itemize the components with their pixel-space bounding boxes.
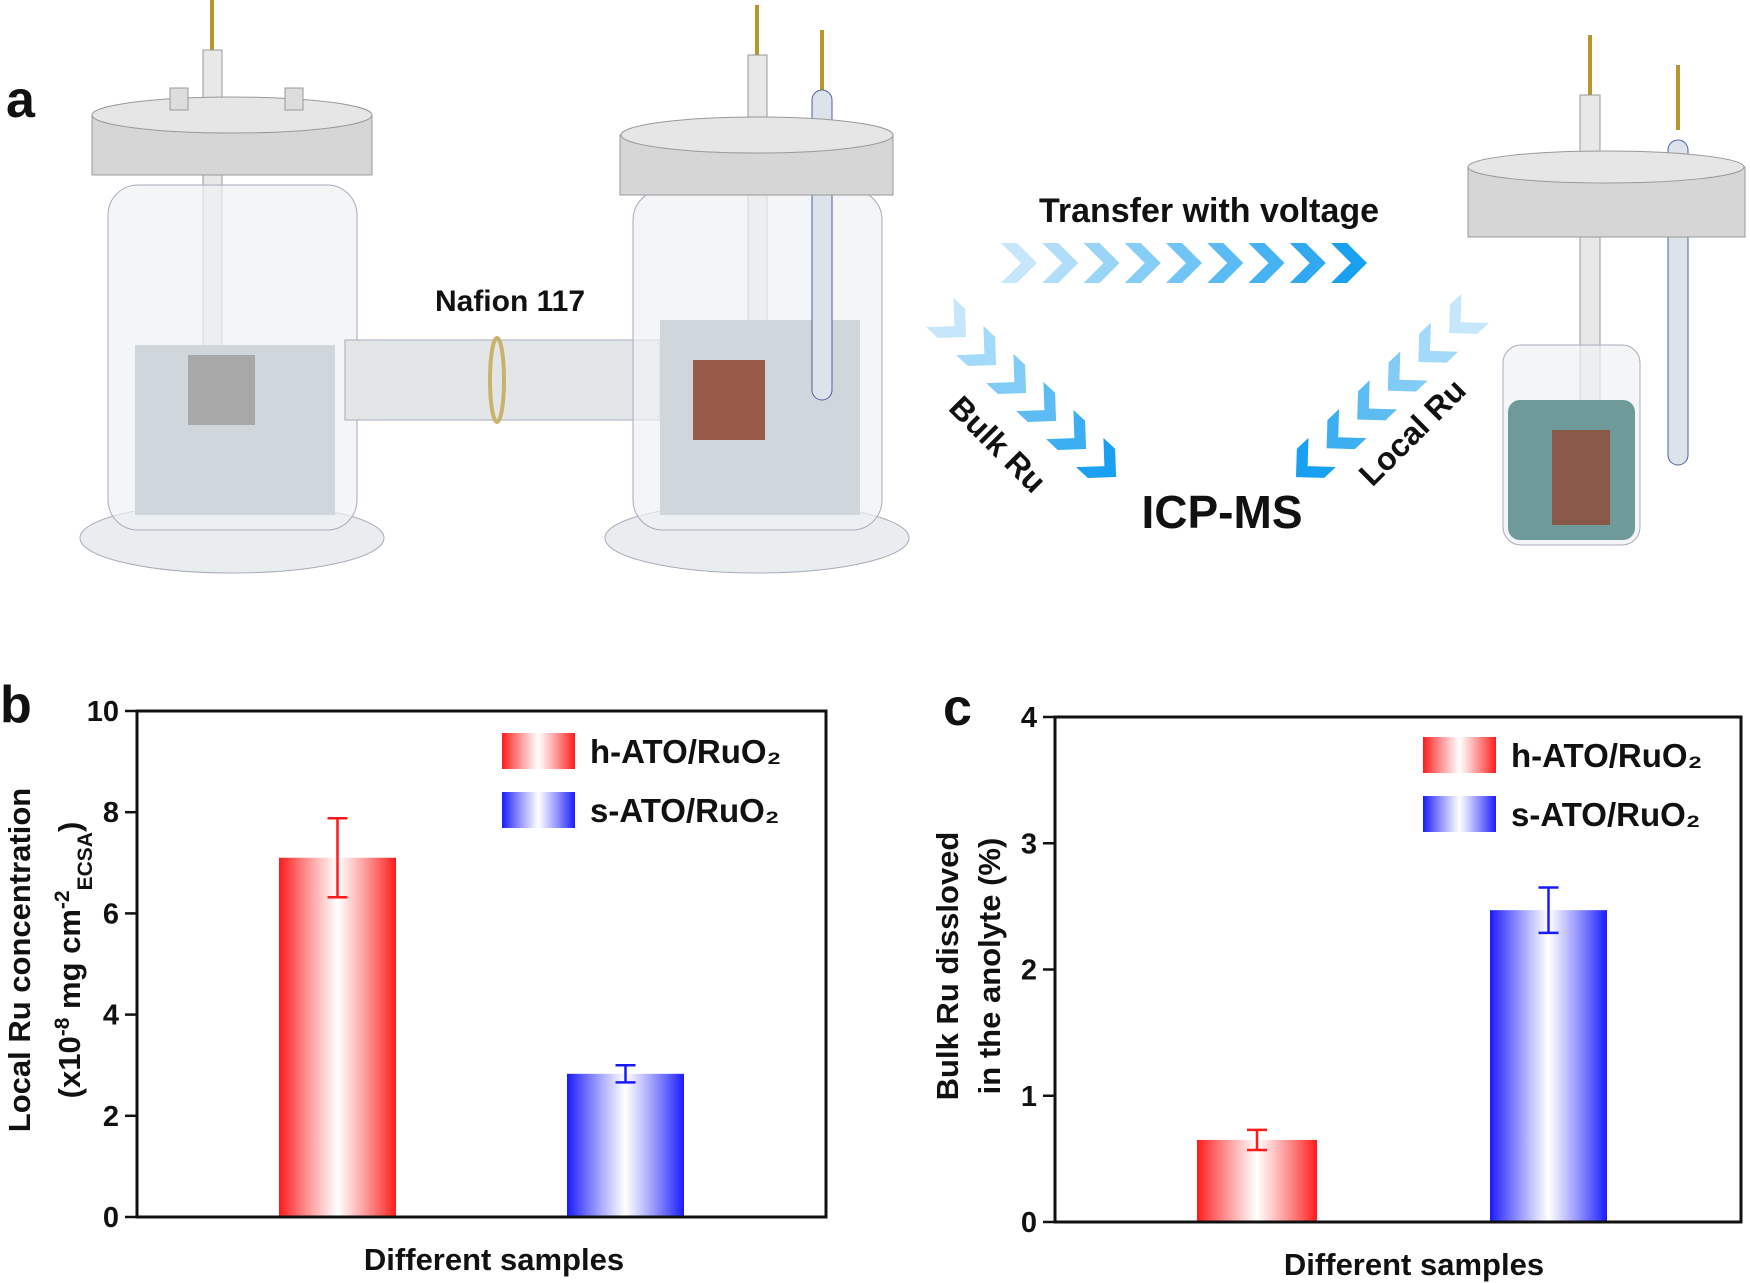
chevron bbox=[1001, 243, 1037, 283]
legend-label: h-ATO/RuO₂ bbox=[1511, 737, 1702, 774]
y-axis-label-part: ) bbox=[52, 822, 87, 832]
analysis-label: ICP-MS bbox=[1142, 486, 1303, 538]
membrane-label: Nafion 117 bbox=[435, 285, 585, 318]
legend-swatch bbox=[502, 733, 575, 769]
panel-label: a bbox=[6, 71, 36, 129]
chevron bbox=[1387, 351, 1428, 392]
y-tick-label: 0 bbox=[103, 1202, 119, 1234]
bar bbox=[1197, 1139, 1317, 1222]
error-bar bbox=[1538, 886, 1559, 935]
error-bar bbox=[327, 817, 348, 899]
legend-swatch bbox=[1423, 737, 1496, 773]
port bbox=[169, 87, 189, 111]
lid-top bbox=[91, 96, 373, 134]
chevron bbox=[1207, 243, 1244, 283]
electrode bbox=[693, 360, 765, 440]
chevron bbox=[956, 325, 997, 366]
y-axis-label: Local Ru concentration bbox=[2, 788, 37, 1132]
y-axis-label-part: Bulk Ru dissloved bbox=[930, 832, 965, 1101]
lid-top bbox=[620, 116, 894, 154]
y-axis-label: in the anolyte (%) bbox=[972, 838, 1007, 1095]
membrane bbox=[488, 336, 506, 424]
x-axis-label: Different samples bbox=[1284, 1247, 1544, 1282]
legend-label: h-ATO/RuO₂ bbox=[590, 733, 781, 770]
chevron bbox=[1046, 409, 1087, 450]
electrode bbox=[1552, 430, 1610, 525]
y-tick-label: 1 bbox=[1021, 1081, 1037, 1113]
legend-label: s-ATO/RuO₂ bbox=[1511, 796, 1700, 833]
diagram: a Nafion 117 Tran bbox=[6, 0, 1746, 574]
bar bbox=[279, 857, 396, 1217]
chevron bbox=[1042, 243, 1079, 283]
chevron bbox=[1289, 243, 1326, 283]
plot-frame bbox=[135, 709, 828, 1219]
y-tick-label: 6 bbox=[103, 898, 119, 930]
chevron bbox=[1295, 437, 1336, 478]
bar bbox=[1490, 910, 1607, 1222]
y-tick-label: 3 bbox=[1021, 828, 1037, 860]
chevron bbox=[1331, 243, 1367, 283]
transfer-label: Transfer with voltage bbox=[1039, 192, 1379, 230]
legend-swatch bbox=[1423, 796, 1496, 832]
y-axis-label-part: -8 bbox=[51, 1017, 74, 1036]
y-axis-label-part: -2 bbox=[51, 890, 74, 909]
y-tick-label: 10 bbox=[87, 696, 119, 728]
chevron bbox=[1166, 243, 1202, 283]
error-bar bbox=[1247, 1128, 1267, 1152]
chevron bbox=[1326, 409, 1367, 450]
error-bar bbox=[615, 1063, 636, 1084]
chevron bbox=[1124, 243, 1161, 283]
lid-top bbox=[1467, 150, 1745, 184]
x-axis-label: Different samples bbox=[364, 1242, 624, 1277]
electrode bbox=[188, 355, 255, 425]
y-axis-label: Bulk Ru dissloved bbox=[930, 832, 965, 1101]
y-axis-label-part: Local Ru concentration bbox=[2, 788, 37, 1132]
plot-frame bbox=[1053, 715, 1743, 1224]
legend-label: s-ATO/RuO₂ bbox=[590, 792, 779, 829]
port bbox=[284, 87, 304, 111]
chevron bbox=[1448, 293, 1489, 334]
chevron bbox=[1357, 380, 1398, 421]
chevron bbox=[1016, 381, 1057, 422]
chevron bbox=[1076, 437, 1117, 478]
y-axis-label-part: mg cm bbox=[52, 909, 87, 1018]
y-axis-label: (x10-8 mg cm-2ECSA) bbox=[51, 822, 97, 1099]
y-tick-label: 0 bbox=[1021, 1207, 1037, 1239]
y-tick-label: 4 bbox=[1021, 702, 1037, 734]
bar bbox=[567, 1073, 684, 1217]
chevron bbox=[1418, 322, 1459, 363]
legend-swatch bbox=[502, 792, 575, 828]
chevron bbox=[926, 297, 967, 338]
y-tick-label: 4 bbox=[103, 1000, 119, 1032]
y-axis-label-part: (x10 bbox=[52, 1036, 87, 1098]
chevron bbox=[1083, 243, 1120, 283]
y-axis-label-part: in the anolyte (%) bbox=[972, 838, 1007, 1095]
y-tick-label: 8 bbox=[103, 797, 119, 829]
bulk-label: Bulk Ru bbox=[942, 389, 1053, 500]
y-tick-label: 2 bbox=[1021, 955, 1037, 987]
y-tick-label: 2 bbox=[103, 1101, 119, 1133]
panel-label: c bbox=[943, 679, 972, 737]
panel-label: b bbox=[0, 676, 32, 734]
chevron bbox=[986, 353, 1027, 394]
chevron bbox=[1248, 243, 1285, 283]
y-axis-label-part: ECSA bbox=[74, 832, 97, 890]
